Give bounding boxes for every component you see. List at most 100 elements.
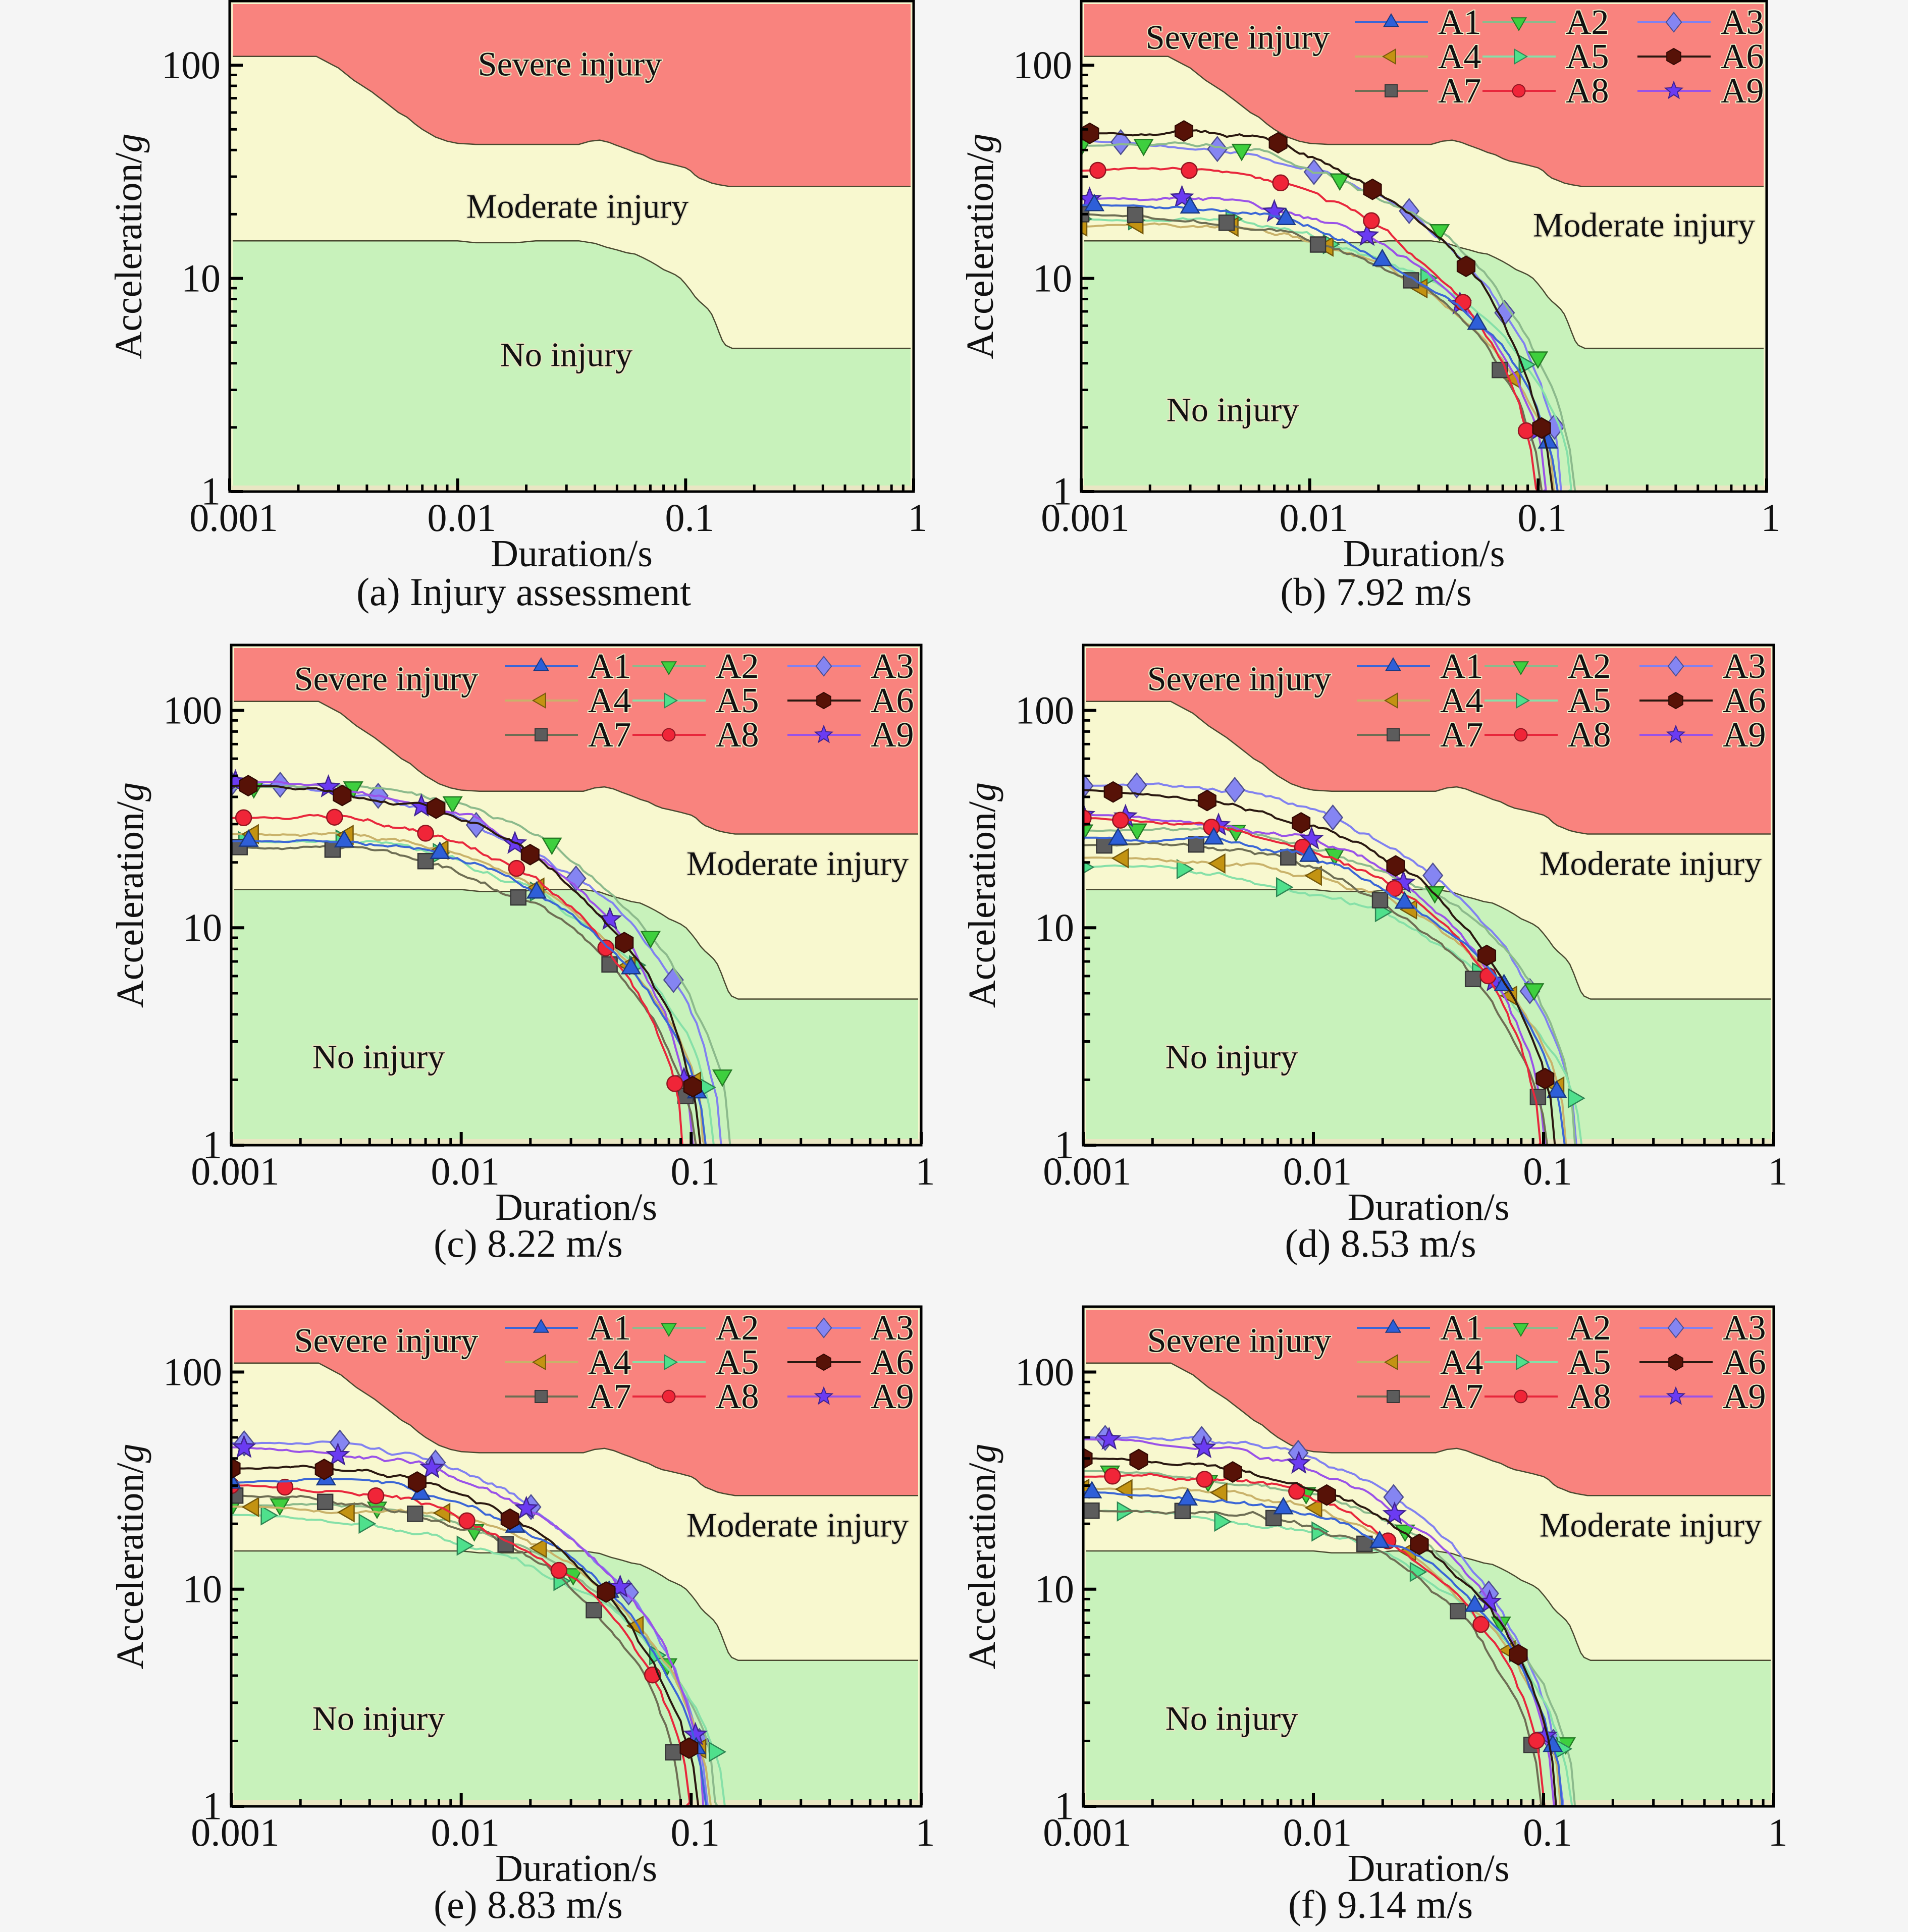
svg-text:(f) 9.14 m/s: (f) 9.14 m/s [1288, 1883, 1473, 1926]
svg-text:A8: A8 [1568, 1377, 1611, 1416]
svg-text:A1: A1 [1440, 1309, 1483, 1348]
svg-text:A4: A4 [1440, 681, 1483, 720]
svg-text:Duration/s: Duration/s [491, 532, 653, 575]
svg-text:10: 10 [1035, 905, 1074, 949]
svg-text:0.1: 0.1 [665, 496, 715, 540]
svg-text:100: 100 [162, 43, 221, 87]
svg-text:1: 1 [202, 1123, 222, 1167]
svg-text:10: 10 [181, 256, 221, 300]
svg-text:Acceleration/g: Acceleration/g [108, 133, 150, 359]
svg-text:A3: A3 [1721, 3, 1764, 42]
svg-text:No injury: No injury [312, 1037, 445, 1076]
svg-text:Duration/s: Duration/s [495, 1186, 657, 1228]
svg-text:A2: A2 [716, 1309, 759, 1348]
svg-text:0.1: 0.1 [671, 1149, 720, 1193]
svg-text:Duration/s: Duration/s [1343, 532, 1505, 575]
svg-text:A7: A7 [588, 716, 631, 755]
svg-text:A7: A7 [588, 1377, 631, 1416]
svg-text:A1: A1 [588, 647, 631, 686]
svg-text:10: 10 [183, 1567, 222, 1611]
svg-text:100: 100 [1015, 688, 1074, 732]
svg-text:A2: A2 [1568, 1309, 1611, 1348]
svg-text:Moderate injury: Moderate injury [686, 1506, 909, 1544]
svg-text:A7: A7 [1440, 716, 1483, 755]
svg-text:No injury: No injury [312, 1699, 445, 1737]
svg-text:1: 1 [1761, 496, 1781, 540]
svg-text:1: 1 [908, 496, 928, 540]
svg-text:A1: A1 [1438, 3, 1481, 42]
svg-text:A3: A3 [871, 1309, 914, 1348]
svg-text:A5: A5 [1568, 681, 1611, 720]
svg-text:A5: A5 [1568, 1343, 1611, 1382]
svg-text:No injury: No injury [1165, 1037, 1298, 1076]
svg-text:Duration/s: Duration/s [1348, 1186, 1510, 1228]
svg-text:0.01: 0.01 [1279, 496, 1348, 540]
svg-text:A7: A7 [1440, 1377, 1483, 1416]
svg-text:A1: A1 [1440, 647, 1483, 686]
svg-text:0.01: 0.01 [1283, 1810, 1352, 1854]
svg-text:Severe injury: Severe injury [294, 659, 478, 697]
svg-text:A4: A4 [1440, 1343, 1483, 1382]
svg-text:(e) 8.83 m/s: (e) 8.83 m/s [434, 1883, 623, 1926]
svg-text:10: 10 [1035, 1567, 1074, 1611]
svg-text:A1: A1 [588, 1309, 631, 1348]
svg-text:Moderate injury: Moderate injury [466, 187, 688, 225]
svg-text:A3: A3 [871, 647, 914, 686]
svg-text:(d) 8.53 m/s: (d) 8.53 m/s [1285, 1221, 1476, 1265]
svg-text:A6: A6 [871, 1343, 914, 1382]
svg-text:100: 100 [1013, 43, 1072, 87]
svg-text:1: 1 [1054, 1784, 1074, 1828]
svg-text:A6: A6 [871, 681, 914, 720]
svg-text:0.001: 0.001 [191, 1149, 280, 1193]
svg-text:A8: A8 [1568, 716, 1611, 755]
svg-text:A6: A6 [1721, 37, 1764, 76]
svg-text:1: 1 [1052, 469, 1072, 513]
svg-text:A3: A3 [1723, 647, 1766, 686]
svg-text:A9: A9 [871, 716, 914, 755]
svg-text:A2: A2 [1566, 3, 1609, 42]
svg-text:No injury: No injury [1165, 1699, 1298, 1737]
svg-text:Acceleration/g: Acceleration/g [961, 782, 1003, 1008]
svg-text:A6: A6 [1723, 1343, 1766, 1382]
svg-text:100: 100 [163, 688, 222, 732]
svg-text:Acceleration/g: Acceleration/g [109, 1443, 151, 1669]
svg-text:Duration/s: Duration/s [495, 1847, 657, 1890]
svg-text:Severe injury: Severe injury [1146, 18, 1330, 56]
svg-text:No injury: No injury [500, 335, 633, 373]
svg-text:100: 100 [1015, 1350, 1074, 1393]
svg-text:A4: A4 [1438, 37, 1481, 76]
svg-text:Duration/s: Duration/s [1348, 1847, 1510, 1890]
svg-text:A5: A5 [716, 681, 759, 720]
svg-text:0.001: 0.001 [1041, 496, 1130, 540]
svg-text:0.01: 0.01 [427, 496, 496, 540]
svg-text:0.001: 0.001 [189, 496, 278, 540]
svg-text:0.01: 0.01 [431, 1149, 500, 1193]
svg-text:1: 1 [916, 1149, 935, 1193]
svg-text:A9: A9 [1723, 1377, 1766, 1416]
svg-text:10: 10 [1033, 256, 1072, 300]
svg-text:A9: A9 [871, 1377, 914, 1416]
svg-text:0.1: 0.1 [1518, 496, 1567, 540]
svg-text:A3: A3 [1723, 1309, 1766, 1348]
svg-text:1: 1 [201, 469, 221, 513]
svg-text:A4: A4 [588, 1343, 631, 1382]
svg-text:Severe injury: Severe injury [478, 44, 662, 83]
svg-text:1: 1 [1054, 1123, 1074, 1167]
svg-text:Severe injury: Severe injury [294, 1321, 478, 1359]
svg-text:A8: A8 [1566, 72, 1609, 111]
svg-text:A4: A4 [588, 681, 631, 720]
svg-text:A5: A5 [716, 1343, 759, 1382]
svg-text:A5: A5 [1566, 37, 1609, 76]
svg-text:(c) 8.22 m/s: (c) 8.22 m/s [434, 1221, 623, 1265]
svg-text:Acceleration/g: Acceleration/g [961, 1443, 1003, 1669]
svg-text:10: 10 [183, 905, 222, 949]
svg-text:A8: A8 [716, 716, 759, 755]
svg-text:(b) 7.92 m/s: (b) 7.92 m/s [1280, 570, 1471, 614]
svg-text:A2: A2 [1568, 647, 1611, 686]
svg-text:A2: A2 [716, 647, 759, 686]
svg-text:A8: A8 [716, 1377, 759, 1416]
svg-text:1: 1 [1768, 1149, 1788, 1193]
svg-text:0.001: 0.001 [1043, 1149, 1132, 1193]
svg-text:0.01: 0.01 [431, 1810, 500, 1854]
svg-text:(a) Injury assessment: (a) Injury assessment [356, 570, 691, 614]
